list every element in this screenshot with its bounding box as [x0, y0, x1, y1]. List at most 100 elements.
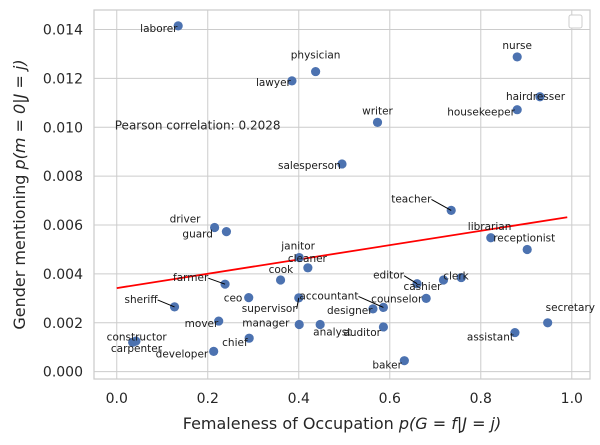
- x-axis-label: Femaleness of Occupation p(G = f|J = j): [183, 414, 502, 433]
- leader-sheriff: [157, 299, 175, 308]
- label-secretary: secretary: [546, 302, 595, 314]
- leader-farmer: [208, 277, 226, 285]
- point-guard: [221, 227, 232, 237]
- x-tick-label: 1.0: [561, 391, 583, 407]
- tick-labels: 0.0 0.2 0.4 0.6 0.8 1.0 0.000 0.002 0.004 0.006 0.…: [43, 23, 583, 407]
- point-developer: [209, 346, 219, 356]
- label-supervisor: supervisor: [242, 303, 298, 315]
- point-housekeeper: [512, 105, 522, 115]
- label-housekeeper: housekeeper: [447, 107, 515, 119]
- point-analyst: [315, 319, 325, 330]
- point-ceo: [244, 293, 254, 303]
- label-ceo: ceo: [224, 293, 243, 305]
- point-librarian: [486, 233, 496, 243]
- point-receptionist: [522, 244, 532, 255]
- label-physician: physician: [291, 50, 341, 62]
- label-baker: baker: [372, 360, 402, 372]
- label-farmer: farmer: [173, 272, 209, 284]
- leader-accountant: [358, 295, 384, 308]
- point-nurse: [512, 52, 522, 62]
- trend-line: [116, 216, 568, 289]
- label-janitor: janitor: [280, 241, 315, 253]
- y-tick-label: 0.008: [43, 169, 83, 185]
- label-salesperson: salesperson: [278, 160, 341, 172]
- y-axis-label: Gender mentioning p(m = 0|J = j): [10, 59, 29, 329]
- point-cook: [275, 275, 286, 285]
- point-clerk: [456, 272, 466, 283]
- point-driver: [209, 222, 220, 233]
- point-baker: [399, 356, 409, 366]
- x-tick-label: 0.4: [288, 391, 310, 407]
- gridlines: [94, 10, 590, 379]
- point-chief: [244, 333, 254, 343]
- label-assistant: assistant: [467, 332, 514, 344]
- data-points: [128, 21, 553, 366]
- label-cook: cook: [269, 264, 295, 276]
- label-developer: developer: [156, 348, 209, 360]
- trend-line-group: [116, 216, 568, 289]
- plot-frame: [93, 9, 591, 380]
- y-tick-label: 0.014: [43, 23, 83, 39]
- point-laborer: [173, 21, 183, 31]
- y-tick-label: 0.000: [43, 365, 83, 381]
- leader-supervisor: [296, 297, 300, 309]
- label-sheriff: sheriff: [125, 294, 159, 306]
- label-cashier: cashier: [403, 281, 442, 293]
- label-designer: designer: [327, 305, 373, 317]
- label-guard: guard: [182, 229, 213, 241]
- point-auditor: [378, 322, 389, 332]
- leader-editor: [403, 275, 418, 285]
- label-mover: mover: [185, 318, 219, 330]
- x-tick-label: 0.8: [470, 391, 492, 407]
- y-tick-label: 0.012: [43, 71, 83, 87]
- x-tick-label: 0.0: [106, 391, 128, 407]
- point-cleaner: [303, 263, 313, 273]
- point-manager: [294, 319, 304, 330]
- label-driver: driver: [170, 213, 202, 225]
- label-librarian: librarian: [468, 221, 512, 233]
- point-physician: [311, 66, 321, 77]
- y-tick-label: 0.010: [43, 120, 83, 136]
- label-carpenter: carpenter: [111, 343, 163, 355]
- y-tick-label: 0.004: [43, 267, 83, 283]
- y-tick-label: 0.006: [43, 218, 83, 234]
- pearson-annotation: Pearson correlation: 0.2028: [115, 119, 281, 133]
- label-cleaner: cleaner: [288, 253, 328, 265]
- label-chief: chief: [222, 337, 248, 349]
- point-carpenter: [131, 336, 141, 346]
- point-assistant: [510, 327, 520, 338]
- label-clerk: clerk: [443, 271, 469, 283]
- point-writer: [372, 117, 383, 128]
- label-constructor: constructor: [107, 331, 168, 343]
- label-lawyer: lawyer: [256, 77, 292, 89]
- point-lawyer: [287, 76, 297, 86]
- label-laborer: laborer: [140, 23, 178, 35]
- label-auditor: auditor: [343, 327, 381, 339]
- point-counselor: [421, 293, 431, 303]
- label-editor: editor: [373, 270, 405, 282]
- label-counselor: counselor: [371, 293, 423, 305]
- point-mover: [214, 316, 224, 326]
- label-receptionist: receptionist: [493, 232, 555, 244]
- label-writer: writer: [362, 105, 393, 117]
- x-tick-label: 0.6: [379, 391, 401, 407]
- point-cashier: [438, 275, 449, 285]
- label-nurse: nurse: [502, 40, 532, 52]
- leader-teacher: [431, 198, 452, 211]
- point-janitor: [294, 252, 304, 263]
- label-teacher: teacher: [391, 193, 432, 205]
- y-tick-label: 0.002: [43, 316, 83, 332]
- point-salesperson: [337, 159, 347, 169]
- point-hairdresser: [535, 92, 545, 102]
- label-manager: manager: [242, 318, 290, 330]
- label-accountant: accountant: [299, 290, 358, 302]
- legend-box: [568, 14, 583, 29]
- label-hairdresser: hairdresser: [506, 91, 566, 103]
- point-labels: laborer physician lawyer nurse hairdresser ho…: [107, 23, 595, 372]
- point-secretary: [543, 318, 553, 328]
- x-tick-label: 0.2: [197, 391, 219, 407]
- label-analyst: analyst: [313, 327, 351, 339]
- point-designer: [368, 304, 378, 314]
